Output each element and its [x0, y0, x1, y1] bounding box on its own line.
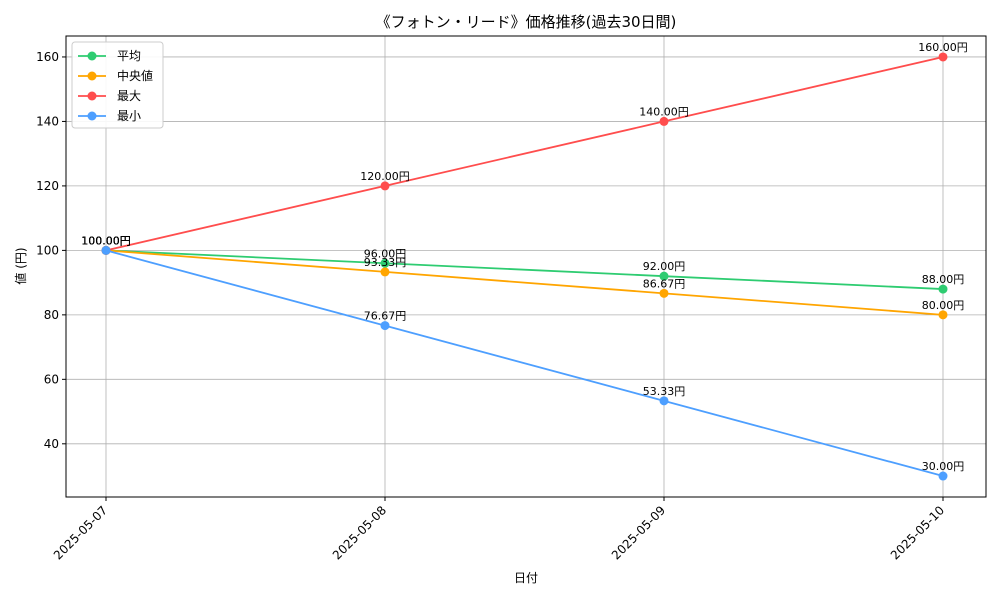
data-label: 92.00円 [643, 260, 686, 273]
data-point [938, 52, 948, 62]
axes-layer: 40 60 80 100 120 140 160 2025-05-07 2025-05-08 20… [36, 50, 947, 562]
legend-label: 中央値 [117, 68, 153, 83]
series-line [105, 56, 944, 252]
data-label: 88.00円 [922, 273, 965, 286]
legend-swatch-marker [87, 71, 97, 81]
data-label: 30.00円 [922, 460, 965, 473]
data-label: 160.00円 [918, 41, 968, 54]
plot-frame [65, 35, 987, 498]
legend-swatch-marker [87, 91, 97, 101]
y-tick-label: 80 [44, 308, 59, 322]
y-tick-label: 160 [36, 50, 59, 64]
legend-label: 最大 [117, 89, 141, 103]
data-point [938, 471, 948, 481]
series-layer [101, 52, 948, 481]
legend-label: 最小 [117, 109, 141, 123]
y-tick-label: 120 [36, 179, 59, 193]
data-label: 93.33円 [364, 256, 407, 269]
data-label: 80.00円 [922, 299, 965, 312]
data-label: 53.33円 [643, 385, 686, 398]
y-tick-label: 140 [36, 114, 59, 128]
x-tick-label: 2025-05-07 [51, 503, 110, 562]
y-tick-label: 40 [44, 437, 59, 451]
chart-title: 《フォトン・リード》価格推移(過去30日間) [376, 13, 677, 31]
x-tick-label: 2025-05-09 [609, 503, 668, 562]
grid-layer [66, 36, 986, 497]
data-point [659, 288, 669, 298]
data-label: 100.00円 [81, 234, 131, 247]
y-tick-label: 100 [36, 243, 59, 257]
data-label: 140.00円 [639, 105, 689, 118]
y-tick-label: 60 [44, 372, 59, 386]
data-point [659, 116, 669, 126]
data-point [659, 396, 669, 406]
data-point [380, 258, 390, 268]
data-label: 96.00円 [364, 247, 407, 260]
series-line [105, 249, 944, 316]
x-tick-label: 2025-05-10 [888, 503, 947, 562]
series-line [105, 249, 944, 477]
data-label: 120.00円 [360, 170, 410, 183]
y-axis-label: 値 (円) [13, 247, 28, 284]
data-point [938, 310, 948, 320]
data-label: 76.67円 [364, 310, 407, 323]
series-line [105, 249, 944, 290]
data-point [659, 271, 669, 281]
data-point [380, 181, 390, 191]
data-point [380, 321, 390, 331]
legend-box [71, 41, 164, 129]
legend-swatch-marker [87, 111, 97, 121]
data-label: 100.00円 [81, 234, 131, 247]
data-label: 86.67円 [643, 277, 686, 290]
legend-swatch-marker [87, 51, 97, 61]
x-tick-label: 2025-05-08 [330, 503, 389, 562]
data-label: 100.00円 [81, 234, 131, 247]
data-labels-layer: 100.00円96.00円92.00円88.00円100.00円93.33円86… [81, 41, 968, 473]
x-axis-label: 日付 [514, 571, 538, 585]
legend-label: 平均 [117, 49, 141, 63]
data-point [380, 267, 390, 277]
data-point [938, 284, 948, 294]
data-point [101, 245, 111, 255]
data-label: 100.00円 [81, 234, 131, 247]
